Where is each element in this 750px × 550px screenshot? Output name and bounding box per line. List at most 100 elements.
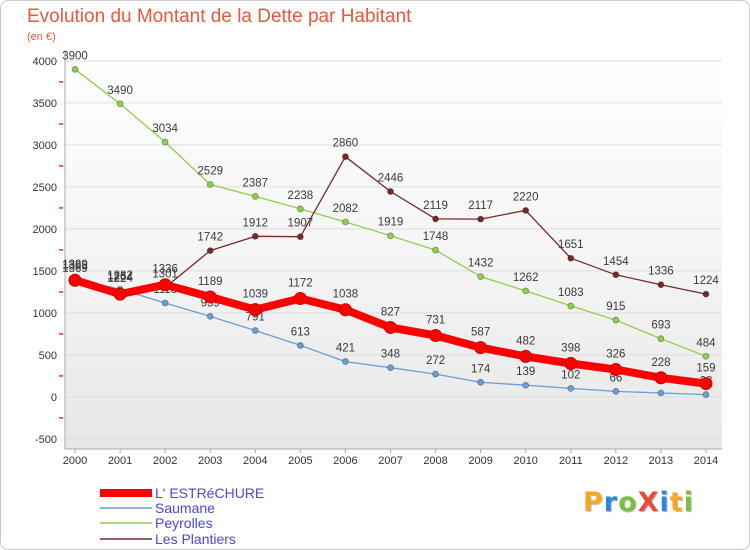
- legend-item: L' ESTRéCHURE: [100, 485, 264, 501]
- data-label: 421: [336, 343, 355, 355]
- logo-letter: X: [637, 487, 660, 518]
- legend-label: Peyrolles: [155, 515, 213, 531]
- data-point: [296, 342, 304, 349]
- x-tick-label: 2004: [243, 455, 267, 467]
- data-label: 1912: [242, 217, 268, 229]
- data-label: 2119: [423, 200, 448, 212]
- x-tick-label: 2002: [153, 455, 177, 467]
- data-label: 1432: [468, 258, 494, 270]
- data-label: 1907: [288, 218, 314, 230]
- data-label: 2387: [242, 177, 268, 189]
- data-label: 1224: [693, 275, 719, 287]
- y-tick-label: 0: [51, 392, 57, 404]
- logo-letter: i: [683, 487, 694, 518]
- x-tick-label: 2000: [63, 455, 87, 467]
- data-label: 1172: [288, 277, 313, 289]
- data-label: 2860: [333, 138, 359, 150]
- data-point: [342, 358, 349, 365]
- x-tick-label: 2011: [559, 455, 583, 467]
- data-point: [522, 287, 530, 295]
- data-label: 1336: [152, 264, 178, 276]
- data-point: [342, 218, 349, 226]
- x-tick-label: 2008: [423, 455, 447, 467]
- x-tick-label: 2009: [468, 455, 492, 467]
- x-tick-label: 2006: [333, 455, 357, 467]
- data-label: 693: [651, 320, 670, 332]
- data-point: [342, 153, 349, 161]
- data-point: [429, 329, 443, 343]
- data-label: 348: [381, 349, 400, 361]
- data-label: 1301: [152, 269, 178, 281]
- data-label: 66: [609, 372, 622, 384]
- data-point: [383, 320, 397, 334]
- y-tick-label: 3500: [33, 98, 57, 110]
- data-label: 102: [561, 369, 580, 381]
- data-point: [474, 341, 488, 355]
- data-point: [432, 246, 439, 254]
- data-label: 1083: [558, 287, 584, 299]
- data-label: 272: [426, 355, 445, 367]
- x-tick-label: 2005: [288, 455, 312, 467]
- data-point: [387, 364, 394, 372]
- data-point: [161, 138, 169, 146]
- y-tick-label: 3000: [33, 140, 57, 152]
- data-label: 159: [696, 363, 715, 375]
- y-tick-label: 4000: [33, 56, 57, 68]
- data-point: [657, 281, 665, 289]
- series-saumane: 1398128211189597916134213482721741391026…: [62, 260, 712, 398]
- legend-item: Les Plantiers: [100, 531, 236, 547]
- y-tick-label: 1500: [33, 266, 57, 278]
- data-label: 1454: [603, 256, 629, 268]
- plot-area: [65, 50, 722, 449]
- data-point: [657, 389, 665, 397]
- data-label: 3900: [62, 50, 88, 62]
- data-label: 139: [516, 366, 535, 378]
- data-point: [432, 215, 439, 223]
- logo-letter: o: [618, 487, 638, 518]
- data-point: [251, 193, 259, 200]
- data-point: [657, 335, 665, 343]
- data-label: 398: [561, 342, 580, 354]
- data-label: 228: [651, 357, 670, 369]
- chart-subtitle: (en €): [27, 31, 56, 43]
- data-point: [158, 278, 172, 292]
- x-tick-label: 2012: [604, 455, 628, 467]
- legend-label: Saumane: [155, 500, 215, 516]
- y-tick-label: 2000: [33, 224, 57, 236]
- data-label: 1748: [423, 231, 449, 243]
- logo-letter: i: [659, 487, 670, 518]
- data-point: [612, 271, 620, 279]
- data-point: [251, 327, 259, 334]
- series: 1398128211189597916134213482721741391026…: [62, 50, 719, 398]
- data-point: [609, 363, 623, 377]
- data-point: [519, 349, 533, 363]
- data-point: [206, 247, 214, 254]
- data-label: 3034: [152, 123, 178, 135]
- series-les-plantiers: 1369 1264 1301 1742 1912 1907 2860 2446 2119 2117…: [62, 138, 719, 298]
- data-point: [206, 181, 214, 188]
- legend-item: Saumane: [100, 500, 215, 516]
- data-label: 1224: [107, 273, 133, 285]
- data-point: [206, 312, 214, 320]
- x-tick-label: 2007: [378, 455, 402, 467]
- data-point: [612, 387, 620, 395]
- data-label: 1398: [62, 260, 88, 272]
- y-tick-label: -500: [35, 434, 57, 446]
- logo-letter: r: [603, 487, 619, 518]
- data-point: [702, 290, 710, 298]
- x-tick-label: 2010: [513, 455, 537, 467]
- data-label: 1189: [198, 276, 223, 288]
- data-point: [71, 65, 79, 73]
- data-point: [654, 371, 668, 385]
- data-point: [564, 356, 578, 370]
- data-label: 1039: [242, 289, 268, 301]
- data-point: [113, 287, 127, 301]
- data-point: [203, 290, 217, 304]
- data-label: 2117: [468, 200, 493, 212]
- data-point: [296, 205, 304, 213]
- grid: [65, 60, 722, 440]
- data-label: 1264: [107, 272, 133, 284]
- data-point: [567, 302, 575, 310]
- proxiti-logo: ProXiti: [583, 487, 694, 518]
